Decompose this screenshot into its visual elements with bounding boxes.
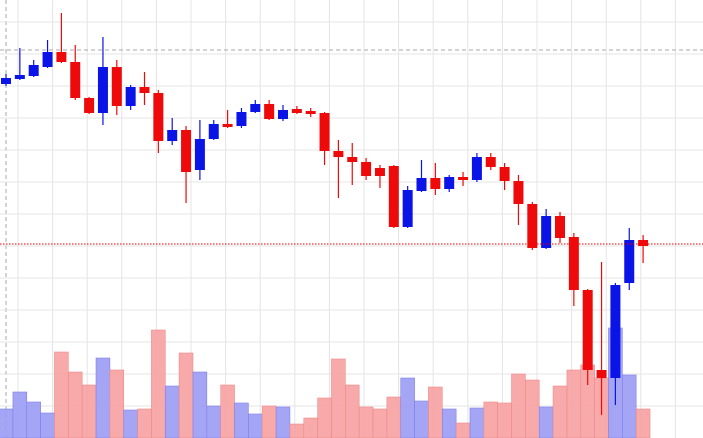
- volume-bar: [261, 405, 277, 438]
- volume-bar: [483, 401, 498, 438]
- volume-bar: [289, 423, 305, 438]
- candle-body: [167, 130, 178, 141]
- volume-bar: [248, 413, 263, 438]
- candle-body: [305, 111, 316, 114]
- candle-body: [194, 139, 205, 170]
- volume-bar: [109, 369, 125, 438]
- candle-body: [222, 124, 233, 127]
- candle-body: [471, 157, 482, 180]
- candle-body: [430, 178, 441, 189]
- volume-bar: [622, 374, 637, 438]
- volume-bar: [414, 400, 429, 438]
- candle-body: [264, 104, 275, 119]
- candle-body: [125, 87, 136, 106]
- volume-bar: [386, 396, 402, 438]
- candle-body: [291, 109, 302, 113]
- volume-bar: [95, 357, 111, 438]
- candle-body: [70, 62, 81, 98]
- volume-bar: [552, 385, 568, 438]
- candle-body: [499, 167, 510, 181]
- candle-body: [513, 181, 524, 204]
- volume-bar: [178, 352, 194, 438]
- volume-bar: [0, 408, 14, 438]
- candle-body: [610, 285, 621, 378]
- volume-bar: [137, 408, 152, 438]
- volume-bar: [566, 369, 582, 438]
- volume-bar: [164, 385, 180, 438]
- candle-body: [139, 87, 150, 93]
- candle-body: [624, 240, 635, 283]
- volume-bar: [81, 384, 97, 438]
- candle-body: [56, 52, 67, 62]
- candle-body: [444, 177, 455, 189]
- candle-body: [374, 168, 385, 176]
- volume-bar: [497, 402, 512, 438]
- candle-body: [582, 290, 593, 370]
- volume-bar: [40, 412, 55, 438]
- candle-body: [84, 98, 95, 113]
- volume-bar: [358, 406, 374, 438]
- candle-body: [638, 240, 649, 246]
- candle-body: [402, 190, 413, 227]
- vertical-grid: [17, 0, 676, 438]
- candle-body: [42, 52, 53, 67]
- volume-bar: [525, 379, 540, 438]
- candle-body: [568, 237, 579, 290]
- candle-body: [278, 110, 288, 119]
- candle-body: [458, 177, 469, 180]
- candle-body: [236, 112, 247, 126]
- volume-bar: [123, 409, 138, 438]
- volume-bar: [192, 371, 208, 438]
- candle-body: [181, 130, 192, 172]
- volume-bar: [635, 408, 651, 438]
- volume-bar: [441, 408, 457, 438]
- candle-body: [208, 124, 219, 139]
- candle-body: [333, 151, 344, 157]
- volume-bar: [331, 358, 346, 438]
- volume-bar: [345, 384, 360, 438]
- volume-bar: [303, 417, 318, 438]
- volume-bar: [372, 408, 388, 438]
- volume-bar: [275, 406, 291, 438]
- volume-bar: [511, 373, 526, 438]
- candle-body: [388, 166, 399, 227]
- candle-body: [28, 65, 39, 76]
- candle-body: [555, 216, 565, 238]
- volume-bar: [220, 384, 235, 438]
- volume-bar: [469, 407, 485, 438]
- volume-bar: [234, 402, 249, 438]
- volume-bar: [317, 397, 332, 438]
- candle-body: [319, 113, 330, 151]
- candle-body: [485, 157, 496, 167]
- candle-body: [1, 78, 11, 84]
- candle-body: [97, 67, 108, 113]
- volume-bar: [455, 422, 471, 438]
- candle-body: [14, 75, 25, 79]
- volume-bar: [428, 386, 443, 438]
- candle-body: [250, 104, 261, 112]
- candle-body: [361, 162, 372, 176]
- candle-body: [347, 157, 358, 162]
- volume-bar: [68, 371, 83, 438]
- volume-bar: [54, 351, 69, 438]
- candle-body: [416, 178, 427, 191]
- candle-body: [527, 204, 538, 248]
- volume-bar: [151, 329, 166, 438]
- candle-body: [541, 216, 552, 248]
- volume-bar: [538, 406, 554, 438]
- volume-bar: [400, 377, 415, 438]
- candle-body: [111, 67, 122, 106]
- volume-bar: [12, 391, 28, 438]
- candle-body: [153, 93, 164, 141]
- volume-bar: [26, 401, 41, 438]
- volume-bar: [206, 405, 221, 438]
- candle-body: [596, 370, 607, 378]
